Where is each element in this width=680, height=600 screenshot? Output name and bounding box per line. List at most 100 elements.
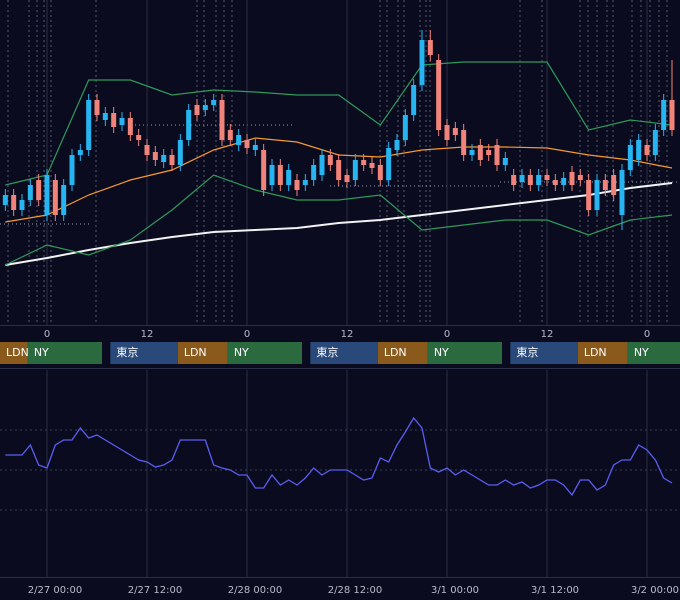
x-tick-label: 2/28 00:00 [228, 585, 282, 596]
candle-body [552, 180, 558, 185]
candle-body [586, 180, 592, 210]
candle-body [277, 165, 283, 185]
session-bar [227, 342, 302, 364]
candle-body [36, 180, 42, 200]
session-bar [27, 342, 102, 364]
x-tick-label: 3/1 12:00 [531, 585, 579, 596]
x-tick-label: 2/27 00:00 [28, 585, 82, 596]
session-bar [577, 342, 628, 364]
candle-body [286, 170, 292, 185]
candle-body [152, 152, 158, 160]
session-label: NY [634, 346, 649, 359]
session-bar [377, 342, 428, 364]
candle-body [486, 150, 492, 155]
candle-body [661, 100, 667, 130]
candle-body [86, 100, 92, 150]
x-tick-label: 0 [444, 329, 450, 340]
x-tick-label: 12 [541, 329, 554, 340]
candle-body [269, 165, 275, 185]
candle-body [469, 150, 475, 155]
session-label: NY [234, 346, 249, 359]
x-tick-label: 3/2 00:00 [631, 585, 679, 596]
candle-body [527, 175, 533, 185]
candle-body [644, 145, 650, 155]
session-bar [110, 342, 178, 364]
candle-body [211, 100, 217, 105]
candle-body [411, 85, 417, 115]
candle-body [636, 140, 642, 160]
x-tick-label: 0 [244, 329, 250, 340]
candle-body [169, 155, 175, 165]
candle-body [336, 160, 342, 180]
indicator-line [5, 174, 673, 266]
candle-body [561, 178, 567, 185]
session-label: 東京 [116, 345, 138, 359]
candle-body [252, 145, 258, 150]
session-label: 東京 [316, 345, 338, 359]
session-label: LDN [184, 346, 207, 359]
candle-body [94, 100, 100, 115]
candle-body [627, 145, 633, 170]
candle-body [419, 40, 425, 85]
candle-body [652, 130, 658, 155]
candle-body [144, 145, 150, 155]
candle-body [577, 175, 583, 180]
candle-body [436, 60, 442, 130]
candle-body [611, 175, 617, 195]
candle-body [594, 180, 600, 210]
candle-body [77, 150, 83, 155]
candle-body [236, 135, 242, 145]
candle-body [102, 113, 108, 120]
candle-body [369, 163, 375, 168]
candle-body [361, 160, 367, 165]
candle-body [294, 180, 300, 190]
candle-body [302, 180, 308, 185]
decorations [0, 0, 680, 325]
candle-body [461, 130, 467, 155]
candle-body [111, 113, 117, 127]
x-tick-label: 0 [44, 329, 50, 340]
candle-body [669, 100, 675, 130]
session-label: 東京 [516, 345, 538, 359]
candle-body [127, 118, 133, 135]
x-tick-label: 3/1 00:00 [431, 585, 479, 596]
session-bar [177, 342, 228, 364]
candle-body [2, 195, 8, 205]
candle-body [244, 140, 250, 148]
candle-body [536, 175, 542, 185]
session-label: NY [34, 346, 49, 359]
session-bar [427, 342, 502, 364]
candle-body [202, 105, 208, 110]
candle-body [19, 200, 25, 210]
x-tick-label: 2/27 12:00 [128, 585, 182, 596]
candle-body [502, 158, 508, 165]
candle-body [327, 155, 333, 165]
candle-body [619, 170, 625, 215]
candle-body [219, 100, 225, 140]
candle-body [511, 175, 517, 185]
candle-body [344, 175, 350, 182]
candle-body [452, 128, 458, 135]
candle-body [402, 115, 408, 140]
candle-body [11, 195, 17, 210]
candle-body [544, 175, 550, 180]
candle-body [177, 140, 183, 165]
candle-body [261, 150, 267, 190]
candle-body [119, 118, 125, 125]
candle-body [161, 155, 167, 162]
session-label: LDN [6, 346, 29, 359]
indicator-line [5, 61, 673, 186]
candle-body [136, 135, 142, 140]
candle-body [319, 155, 325, 175]
x-tick-label: 2/28 12:00 [328, 585, 382, 596]
candle-body [186, 110, 192, 140]
session-label: LDN [584, 346, 607, 359]
session-bar [0, 342, 28, 364]
candle-body [44, 175, 50, 215]
session-bar [310, 342, 378, 364]
candle-body [444, 125, 450, 140]
candle-body [519, 175, 525, 182]
session-bar [627, 342, 680, 364]
